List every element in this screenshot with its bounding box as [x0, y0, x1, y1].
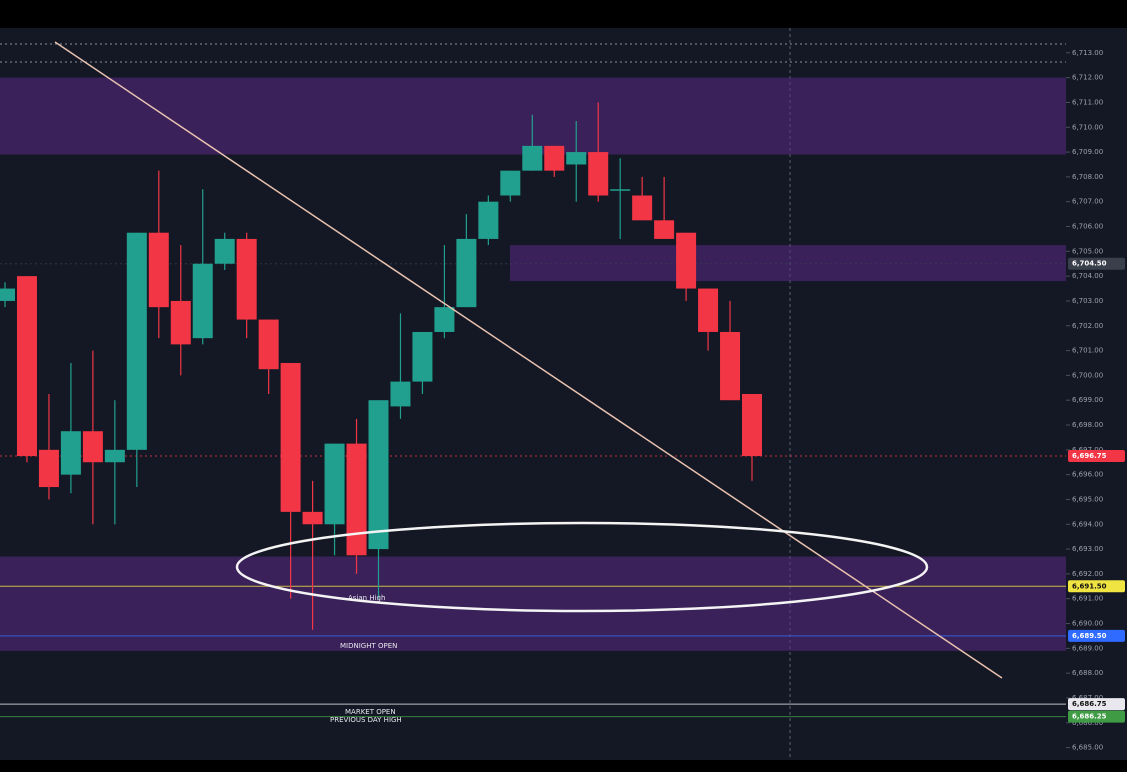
- candle-body: [654, 220, 675, 239]
- y-tick-label: 6,702.00: [1072, 322, 1103, 330]
- zone: [510, 245, 1066, 282]
- y-tick-label: 6,710.00: [1072, 123, 1103, 131]
- price-label-box: [1068, 698, 1125, 711]
- price-label: 6,686.75: [1072, 700, 1107, 708]
- candle-body: [324, 443, 345, 525]
- candle-body: [302, 511, 323, 525]
- price-label-box: [1068, 450, 1125, 463]
- price-label: 6,696.75: [1072, 452, 1107, 460]
- y-tick-label: 6,705.00: [1072, 247, 1103, 255]
- candle-body: [148, 232, 169, 308]
- candle-body: [214, 238, 235, 264]
- y-tick-label: 6,686.00: [1072, 719, 1103, 727]
- candle-body: [588, 152, 609, 196]
- y-tick-label: 6,690.00: [1072, 620, 1103, 628]
- highlight-ellipse: [235, 521, 929, 613]
- y-tick-label: 6,703.00: [1072, 297, 1103, 305]
- price-label-box: [1068, 629, 1125, 642]
- price-label: 6,704.50: [1072, 260, 1107, 268]
- annotation: PREVIOUS DAY HIGH: [330, 716, 402, 724]
- price-label: 6,691.50: [1072, 582, 1107, 590]
- y-tick-label: 6,685.00: [1072, 744, 1103, 752]
- candle-body: [280, 362, 301, 512]
- zone: [0, 556, 1066, 651]
- annotation: Asian High: [348, 594, 385, 602]
- candle-body: [676, 232, 697, 289]
- candle-body: [126, 232, 147, 450]
- price-label: 6,689.50: [1072, 632, 1107, 640]
- price-axis: 6,685.00 6,686.00 6,687.00 6,688.00 6,689.00…: [1066, 49, 1125, 752]
- candle-body: [236, 238, 257, 320]
- y-tick-label: 6,708.00: [1072, 173, 1103, 181]
- y-tick-label: 6,704.00: [1072, 272, 1103, 280]
- y-tick-label: 6,698.00: [1072, 421, 1103, 429]
- zone: [0, 77, 1066, 155]
- candle-body: [38, 449, 59, 488]
- candle-body: [82, 431, 103, 463]
- y-tick-label: 6,701.00: [1072, 347, 1103, 355]
- candle-body: [698, 288, 719, 332]
- price-label-box: [1068, 710, 1125, 723]
- y-tick-label: 6,694.00: [1072, 520, 1103, 528]
- y-tick-label: 6,713.00: [1072, 49, 1103, 57]
- candle-body: [742, 394, 762, 457]
- candle-body: [258, 319, 279, 370]
- candle-body: [104, 449, 125, 463]
- candle-body: [16, 276, 37, 457]
- candle-body: [456, 238, 477, 308]
- y-tick-label: 6,700.00: [1072, 371, 1103, 379]
- candle-body: [434, 307, 455, 332]
- candle-body: [412, 331, 433, 382]
- price-label-box: [1068, 580, 1125, 593]
- y-tick-label: 6,707.00: [1072, 198, 1103, 206]
- y-tick-label: 6,691.00: [1072, 595, 1103, 603]
- trend-line: [54, 41, 1003, 679]
- y-tick-label: 6,699.00: [1072, 396, 1103, 404]
- annotation: MARKET OPEN: [345, 708, 396, 716]
- annotation: MIDNIGHT OPEN: [340, 642, 397, 650]
- y-tick-label: 6,706.00: [1072, 223, 1103, 231]
- candle-body: [522, 145, 543, 171]
- candle-body: [346, 443, 367, 556]
- y-tick-label: 6,693.00: [1072, 545, 1103, 553]
- candle-body: [610, 189, 631, 191]
- y-tick-label: 6,688.00: [1072, 669, 1103, 677]
- candle-body: [390, 381, 411, 407]
- candle-body: [566, 152, 587, 165]
- candle-body: [60, 431, 81, 475]
- candle-body: [478, 201, 499, 239]
- y-tick-label: 6,709.00: [1072, 148, 1103, 156]
- y-tick-label: 6,687.00: [1072, 694, 1103, 702]
- candle-body: [368, 400, 389, 550]
- candle-body: [632, 195, 653, 221]
- candles: [0, 102, 762, 630]
- price-label-box: [1068, 257, 1125, 270]
- candle-body: [544, 145, 565, 171]
- zones: [0, 77, 1066, 651]
- y-tick-label: 6,711.00: [1072, 98, 1103, 106]
- candle-body: [0, 288, 15, 301]
- price-label: 6,686.25: [1072, 713, 1107, 721]
- y-tick-label: 6,697.00: [1072, 446, 1103, 454]
- y-tick-label: 6,692.00: [1072, 570, 1103, 578]
- y-tick-label: 6,712.00: [1072, 74, 1103, 82]
- y-tick-label: 6,696.00: [1072, 471, 1103, 479]
- candle-body: [500, 170, 521, 196]
- candle-body: [720, 331, 741, 401]
- candle-body: [192, 263, 213, 339]
- candle-body: [170, 300, 191, 345]
- y-tick-label: 6,689.00: [1072, 644, 1103, 652]
- y-tick-label: 6,695.00: [1072, 495, 1103, 503]
